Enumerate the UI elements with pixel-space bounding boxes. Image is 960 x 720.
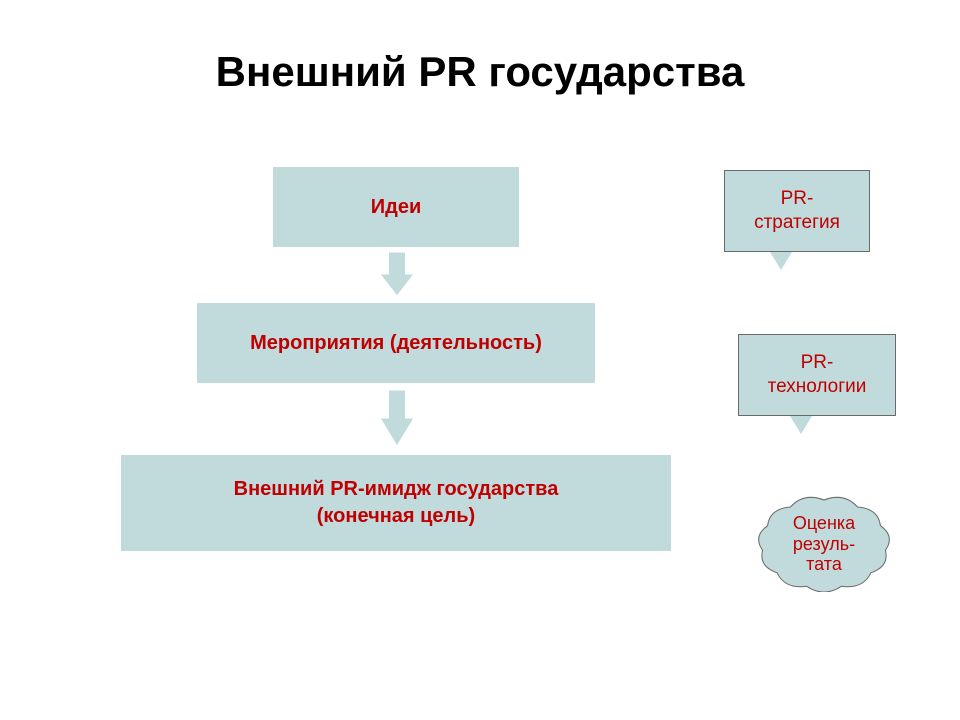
callout-tail-icon xyxy=(770,252,792,270)
arrow-icon xyxy=(380,390,414,446)
callout-pr-technologies: PR- технологии xyxy=(738,334,896,416)
flow-box-label: Мероприятия (деятельность) xyxy=(250,330,542,357)
slide-title: Внешний PR государства xyxy=(0,48,960,96)
flow-box-goal: Внешний PR-имидж государства (конечная ц… xyxy=(120,454,672,552)
callout-label: PR- стратегия xyxy=(754,187,840,235)
arrow-icon xyxy=(380,252,414,296)
cloud-evaluation: Оценка резуль- тата xyxy=(758,496,890,592)
flow-box-label: Внешний PR-имидж государства (конечная ц… xyxy=(234,476,559,530)
flow-box-ideas: Идеи xyxy=(272,166,520,248)
callout-label: PR- технологии xyxy=(768,351,867,399)
callout-tail-icon xyxy=(790,416,812,434)
cloud-label: Оценка резуль- тата xyxy=(758,513,890,575)
flow-box-activities: Мероприятия (деятельность) xyxy=(196,302,596,384)
flow-box-label: Идеи xyxy=(371,194,422,221)
callout-pr-strategy: PR- стратегия xyxy=(724,170,870,252)
